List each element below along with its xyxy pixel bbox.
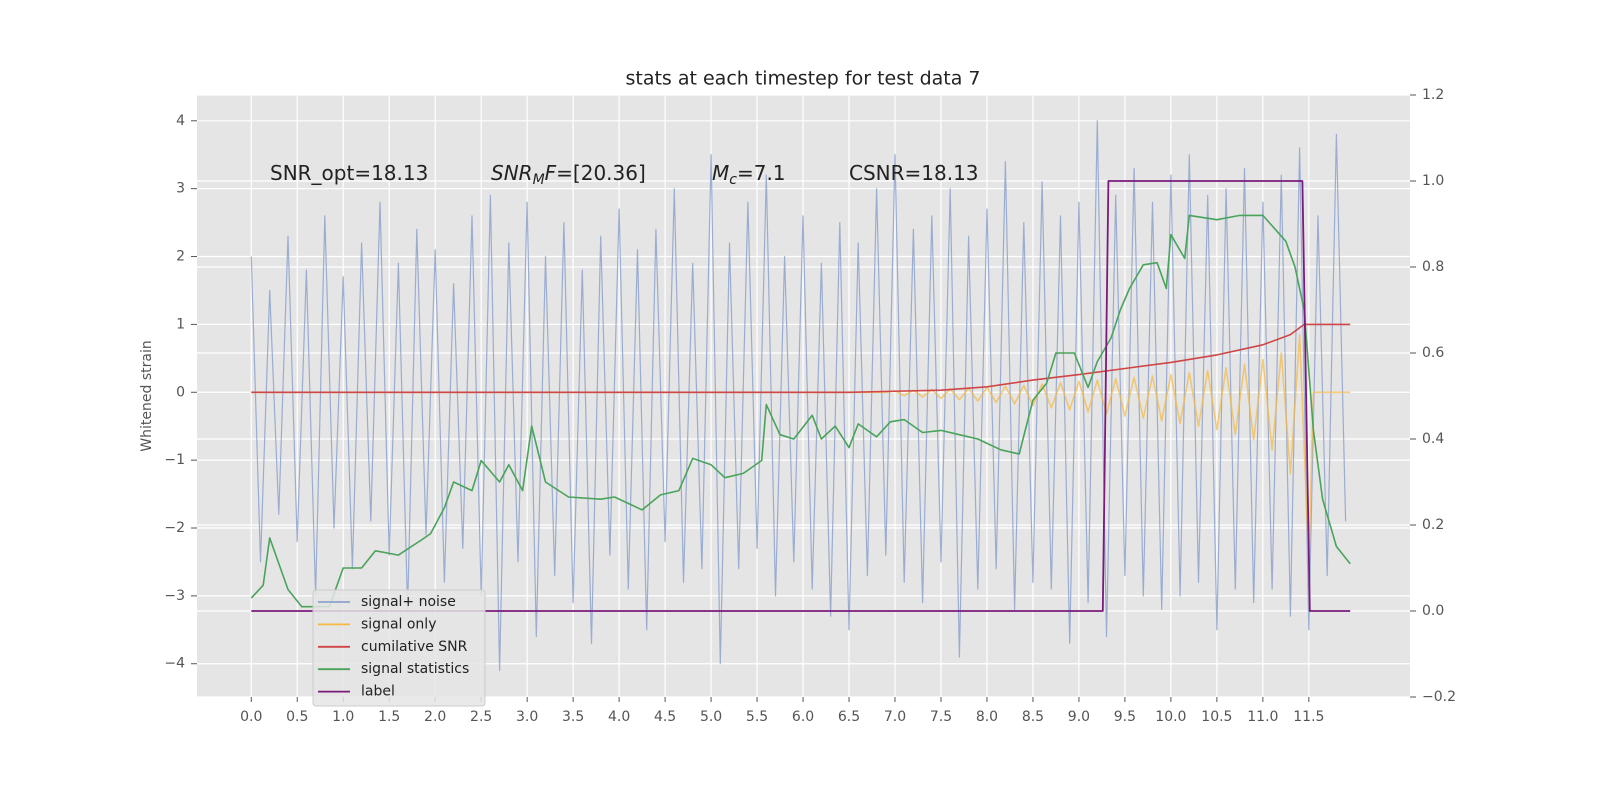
y-tick-label: 4 [176,113,185,129]
y-tick-label: −1 [164,452,185,468]
annotation-part: =[20.36] [556,161,646,185]
x-tick-label: 2.5 [470,709,492,725]
y-tick-label: −4 [164,656,185,672]
axes: 0.0 0.5 1.0 1.5 2.0 2.5 3.0 3.5 4.0 4.5 5.0 5.5 6.0 6… [164,87,1456,725]
annotation: SNRMF=[20.36] [491,161,646,188]
annotation-part: M [712,161,729,185]
x-tick-label: 9.5 [1114,709,1136,725]
legend-label: signal+ noise [361,594,456,610]
y-tick-label: 2 [176,249,185,265]
series-line [250,214,1351,608]
x-tick-label: 10.0 [1155,709,1186,725]
y2-tick-label: 1.2 [1422,87,1444,103]
x-tick-label: 5.5 [746,709,768,725]
x-tick-label: 8.5 [1022,709,1044,725]
y-tick-label: −2 [164,520,185,536]
series-line [250,120,1347,672]
y-tick-label: 1 [176,316,185,332]
y2-tick-label: 0.8 [1422,259,1444,275]
y-tick-label: −3 [164,588,185,604]
annotation-part: CSNR=18.13 [849,161,979,185]
x-tick-label: 1.0 [332,709,354,725]
series-line [251,323,1351,394]
x-tick-label: 10.5 [1201,709,1232,725]
y-tick-label: 3 [176,181,185,197]
y-tick-label: 0 [176,384,185,400]
annotation: SNR_opt=18.13 [270,161,428,185]
x-tick-label: 9.0 [1068,709,1090,725]
annotation-part: SNR [491,161,533,185]
annotation: Mc=7.1 [712,161,786,188]
x-tick-label: 1.5 [378,709,400,725]
x-tick-label: 7.0 [884,709,906,725]
x-tick-label: 0.5 [286,709,308,725]
x-tick-label: 4.5 [654,709,676,725]
y2-tick-label: 0.2 [1422,517,1444,533]
annotation: CSNR=18.13 [849,161,979,185]
x-tick-label: 7.5 [930,709,952,725]
grid [197,94,1410,698]
legend-box [312,589,486,707]
annotation-part: F [545,161,557,185]
x-tick-label: 8.0 [976,709,998,725]
legend-label: signal only [361,616,436,632]
x-tick-label: 11.0 [1247,709,1278,725]
x-tick-label: 5.0 [700,709,722,725]
y2-tick-label: 0.0 [1422,603,1444,619]
series-line [251,333,1351,563]
x-tick-label: 6.5 [838,709,860,725]
x-tick-label: 3.0 [516,709,538,725]
y2-tick-label: −0.2 [1422,689,1456,705]
series-line [251,180,1351,612]
y2-tick-label: 1.0 [1422,173,1444,189]
annotation-part: =7.1 [737,161,786,185]
chart-title: stats at each timestep for test data 7 [625,68,980,90]
y2-tick-label: 0.4 [1422,431,1444,447]
y2-tick-label: 0.6 [1422,345,1444,361]
legend-label: label [361,684,395,700]
annotation-part: M [533,172,545,188]
x-tick-label: 6.0 [792,709,814,725]
y-axis-label: Whitened strain [139,340,155,451]
legend-label: signal statistics [361,661,469,677]
x-tick-label: 0.0 [240,709,262,725]
annotation-part: c [729,172,737,188]
legend-label: cumilative SNR [361,639,468,655]
annotation-part: SNR_opt=18.13 [270,161,428,185]
x-tick-label: 11.5 [1293,709,1324,725]
x-tick-label: 2.0 [424,709,446,725]
series-layer [250,120,1351,672]
x-tick-label: 3.5 [562,709,584,725]
x-tick-label: 4.0 [608,709,630,725]
